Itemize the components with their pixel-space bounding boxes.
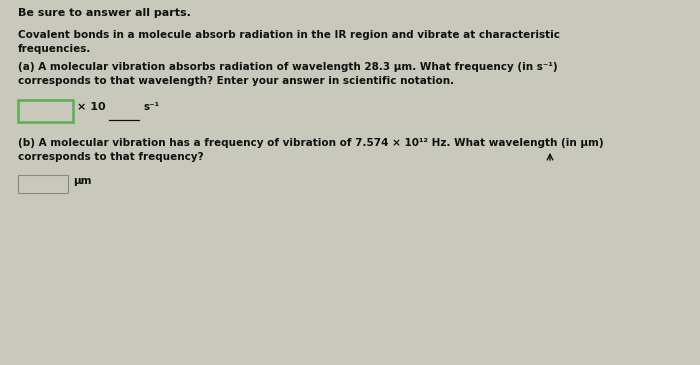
Text: (a) A molecular vibration absorbs radiation of wavelength 28.3 μm. What frequenc: (a) A molecular vibration absorbs radiat… <box>18 62 558 72</box>
Bar <box>18 100 73 122</box>
Text: frequencies.: frequencies. <box>18 44 92 54</box>
Text: μm: μm <box>73 176 92 186</box>
Text: Covalent bonds in a molecule absorb radiation in the IR region and vibrate at ch: Covalent bonds in a molecule absorb radi… <box>18 30 560 40</box>
Text: corresponds to that wavelength? Enter your answer in scientific notation.: corresponds to that wavelength? Enter yo… <box>18 76 454 86</box>
Text: (b) A molecular vibration has a frequency of vibration of 7.574 × 10¹² Hz. What : (b) A molecular vibration has a frequenc… <box>18 138 603 148</box>
Text: Be sure to answer all parts.: Be sure to answer all parts. <box>18 8 191 18</box>
Text: s⁻¹: s⁻¹ <box>143 102 159 112</box>
Text: corresponds to that frequency?: corresponds to that frequency? <box>18 152 204 162</box>
Text: × 10: × 10 <box>77 102 106 112</box>
Bar <box>18 175 68 193</box>
